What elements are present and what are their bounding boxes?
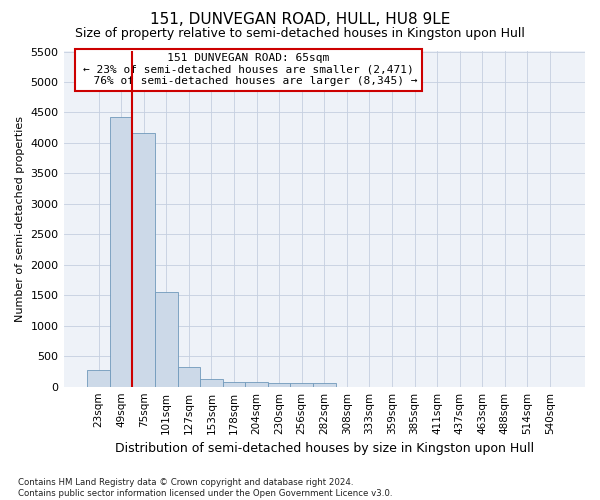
Y-axis label: Number of semi-detached properties: Number of semi-detached properties xyxy=(15,116,25,322)
Text: 151, DUNVEGAN ROAD, HULL, HU8 9LE: 151, DUNVEGAN ROAD, HULL, HU8 9LE xyxy=(150,12,450,28)
Bar xyxy=(313,383,335,386)
Bar xyxy=(155,292,178,386)
Bar xyxy=(245,382,268,386)
Bar xyxy=(200,380,223,386)
Text: 151 DUNVEGAN ROAD: 65sqm   
← 23% of semi-detached houses are smaller (2,471)
  : 151 DUNVEGAN ROAD: 65sqm ← 23% of semi-d… xyxy=(80,53,418,86)
Bar xyxy=(268,383,290,386)
Bar xyxy=(290,383,313,386)
Bar xyxy=(133,133,155,386)
Bar xyxy=(223,382,245,386)
Text: Contains HM Land Registry data © Crown copyright and database right 2024.
Contai: Contains HM Land Registry data © Crown c… xyxy=(18,478,392,498)
Text: Size of property relative to semi-detached houses in Kingston upon Hull: Size of property relative to semi-detach… xyxy=(75,28,525,40)
Bar xyxy=(110,116,133,386)
X-axis label: Distribution of semi-detached houses by size in Kingston upon Hull: Distribution of semi-detached houses by … xyxy=(115,442,534,455)
Bar xyxy=(178,367,200,386)
Bar xyxy=(87,370,110,386)
